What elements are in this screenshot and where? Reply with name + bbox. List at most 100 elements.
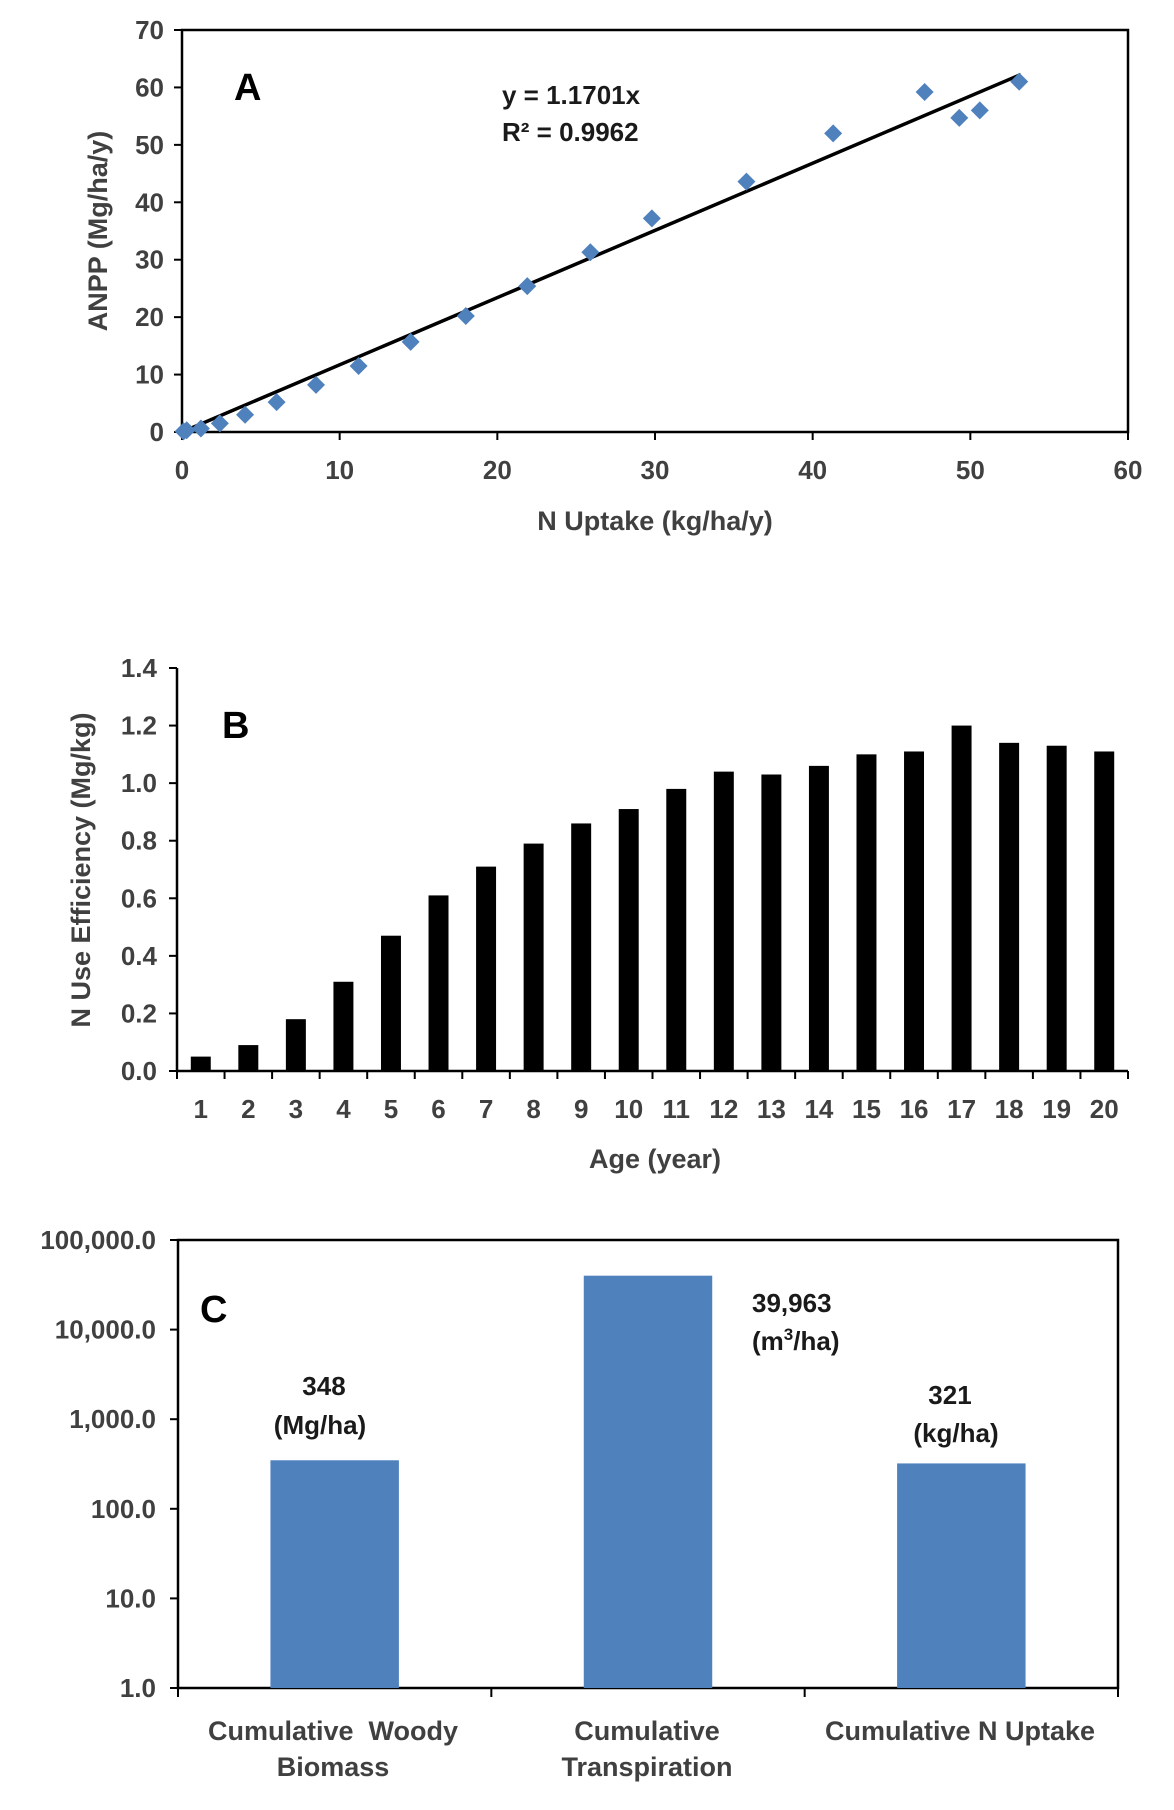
panel-b-bar (618, 809, 639, 1071)
panel-c-data-label-nuptake-value: 321 (928, 1380, 971, 1410)
panel-c-category-transpiration-line2: Transpiration (561, 1752, 732, 1782)
panel-c-data-label-transpiration-value: 39,963 (752, 1288, 832, 1318)
panel-c-y-tick-label: 100.0 (91, 1494, 156, 1524)
panel-b-label: B (222, 705, 249, 747)
panel-b-bar (856, 754, 877, 1071)
panel-a-data-point (349, 356, 368, 375)
panel-b-bar (951, 725, 972, 1071)
panel-a-x-tick-label: 40 (798, 455, 827, 485)
panel-a-label: A (234, 67, 261, 109)
panel-a-data-point (915, 83, 934, 102)
panel-a-y-axis-label: ANPP (Mg/ha/y) (83, 131, 113, 332)
panel-a-x-tick-label: 10 (325, 455, 354, 485)
panel-a-data-point (236, 405, 255, 424)
panel-a-data-point (210, 414, 229, 433)
panel-a-y-tick-label: 10 (135, 360, 164, 390)
transpiration-unit-superscript: 3 (784, 1325, 793, 1344)
panel-b-x-tick-label: 14 (804, 1094, 833, 1124)
panel-b-bar (666, 788, 687, 1071)
panel-b-bar (571, 823, 592, 1071)
panel-c-category-nuptake-line1: Cumulative N Uptake (825, 1716, 1095, 1746)
panel-a-points (174, 72, 1029, 441)
panel-c-label: C (200, 1289, 227, 1331)
panel-b-x-tick-label: 18 (995, 1094, 1024, 1124)
panel-b-y-tick-label: 0.0 (121, 1056, 157, 1086)
panel-b-y-tick-label: 1.2 (121, 711, 157, 741)
panel-c-log-bar-chart: 1.0 10.0 100.0 1,000.0 10,000.0 100,000.0 C 3… (40, 1225, 1120, 1782)
panel-a-y-tick-label: 0 (150, 417, 164, 447)
panel-a-data-point (1010, 72, 1029, 91)
panel-b-bar (713, 771, 734, 1071)
panel-a-scatter: 0 10 20 30 40 50 60 70 0 10 20 30 40 50 60 A y = 1.17… (83, 15, 1142, 536)
panel-b-x-axis-label: Age (year) (589, 1144, 721, 1174)
panel-a-equation: y = 1.1701x (502, 80, 641, 110)
panel-c-bar (897, 1463, 1026, 1688)
panel-b-bar (999, 742, 1020, 1071)
panel-a-x-ticks: 0 10 20 30 40 50 60 (175, 432, 1143, 485)
panel-a-y-tick-label: 30 (135, 245, 164, 275)
panel-a-data-point (824, 124, 843, 143)
panel-b-bar (523, 843, 544, 1071)
panel-b-x-tick-label: 6 (431, 1094, 445, 1124)
panel-a-x-axis-label: N Uptake (kg/ha/y) (537, 506, 773, 536)
panel-b-x-tick-label: 2 (241, 1094, 255, 1124)
panel-b-y-tick-label: 1.4 (121, 653, 158, 683)
panel-a-y-tick-label: 60 (135, 72, 164, 102)
panel-c-y-tick-label: 10,000.0 (55, 1315, 156, 1345)
panel-c-category-woody-line1: Cumulative Woody (208, 1716, 458, 1746)
panel-b-y-tick-label: 0.4 (121, 941, 158, 971)
panel-b-bar (285, 1019, 306, 1071)
panel-a-x-tick-label: 0 (175, 455, 189, 485)
panel-a-x-tick-label: 20 (483, 455, 512, 485)
panel-a-trendline (186, 72, 1022, 432)
panel-b-bar (333, 981, 354, 1071)
transpiration-unit-prefix: (m (752, 1326, 784, 1356)
panel-c-y-ticks: 1.0 10.0 100.0 1,000.0 10,000.0 100,000.0 (40, 1225, 178, 1703)
panel-b-bar-chart: 0.00.20.40.60.81.01.21.4 1 2 3 4 5 6 7 8 9 10 11 12… (66, 653, 1129, 1174)
panel-b-x-tick-label: 12 (709, 1094, 738, 1124)
panel-c-category-transpiration-line1: Cumulative (574, 1716, 720, 1746)
transpiration-unit-suffix: /ha) (793, 1326, 839, 1356)
panel-c-y-tick-label: 1.0 (120, 1673, 156, 1703)
panel-b-bar (1094, 751, 1115, 1071)
panel-c-y-tick-label: 100,000.0 (40, 1225, 156, 1255)
panel-c-y-tick-label: 1,000.0 (69, 1404, 156, 1434)
panel-b-x-tick-label: 9 (574, 1094, 588, 1124)
panel-a-data-point (642, 209, 661, 228)
panel-b-x-tick-label: 16 (900, 1094, 929, 1124)
panel-b-bars (190, 725, 1115, 1071)
panel-b-y-axis-label: N Use Efficiency (Mg/kg) (66, 712, 96, 1027)
panel-b-bar (428, 895, 449, 1071)
panel-b-bar (904, 751, 925, 1071)
panel-a-data-point (307, 375, 326, 394)
panel-a-data-point (950, 108, 969, 127)
panel-a-y-tick-label: 20 (135, 302, 164, 332)
panel-a-x-tick-label: 50 (956, 455, 985, 485)
panel-a-data-point (970, 101, 989, 120)
panel-c-data-label-woody-value: 348 (302, 1371, 345, 1401)
panel-c-data-label-nuptake-unit: (kg/ha) (913, 1418, 998, 1448)
panel-a-y-tick-label: 50 (135, 130, 164, 160)
panel-b-x-tick-label: 5 (384, 1094, 398, 1124)
panel-a-y-tick-label: 70 (135, 15, 164, 45)
panel-b-x-tick-label: 20 (1090, 1094, 1119, 1124)
panel-b-bar (1046, 745, 1067, 1071)
panel-b-bar (380, 935, 401, 1071)
panel-b-y-tick-label: 0.6 (121, 883, 157, 913)
panel-b-x-tick-label: 1 (194, 1094, 208, 1124)
panel-b-x-tick-label: 15 (852, 1094, 881, 1124)
panel-c-x-ticks (177, 1688, 1119, 1697)
panel-c-y-tick-label: 10.0 (105, 1583, 156, 1613)
panel-b-x-tick-label: 19 (1042, 1094, 1071, 1124)
panel-a-x-tick-label: 60 (1114, 455, 1143, 485)
panel-b-x-tick-label: 13 (757, 1094, 786, 1124)
panel-a-data-point (581, 243, 600, 262)
panel-c-bars (270, 1275, 1026, 1688)
panel-b-x-tick-label: 10 (614, 1094, 643, 1124)
panel-c-bar (583, 1275, 713, 1688)
panel-a-data-point (456, 306, 475, 325)
panel-a-r2: R² = 0.9962 (502, 117, 639, 147)
panel-b-bar (190, 1056, 211, 1071)
panel-b-bar (476, 866, 497, 1071)
